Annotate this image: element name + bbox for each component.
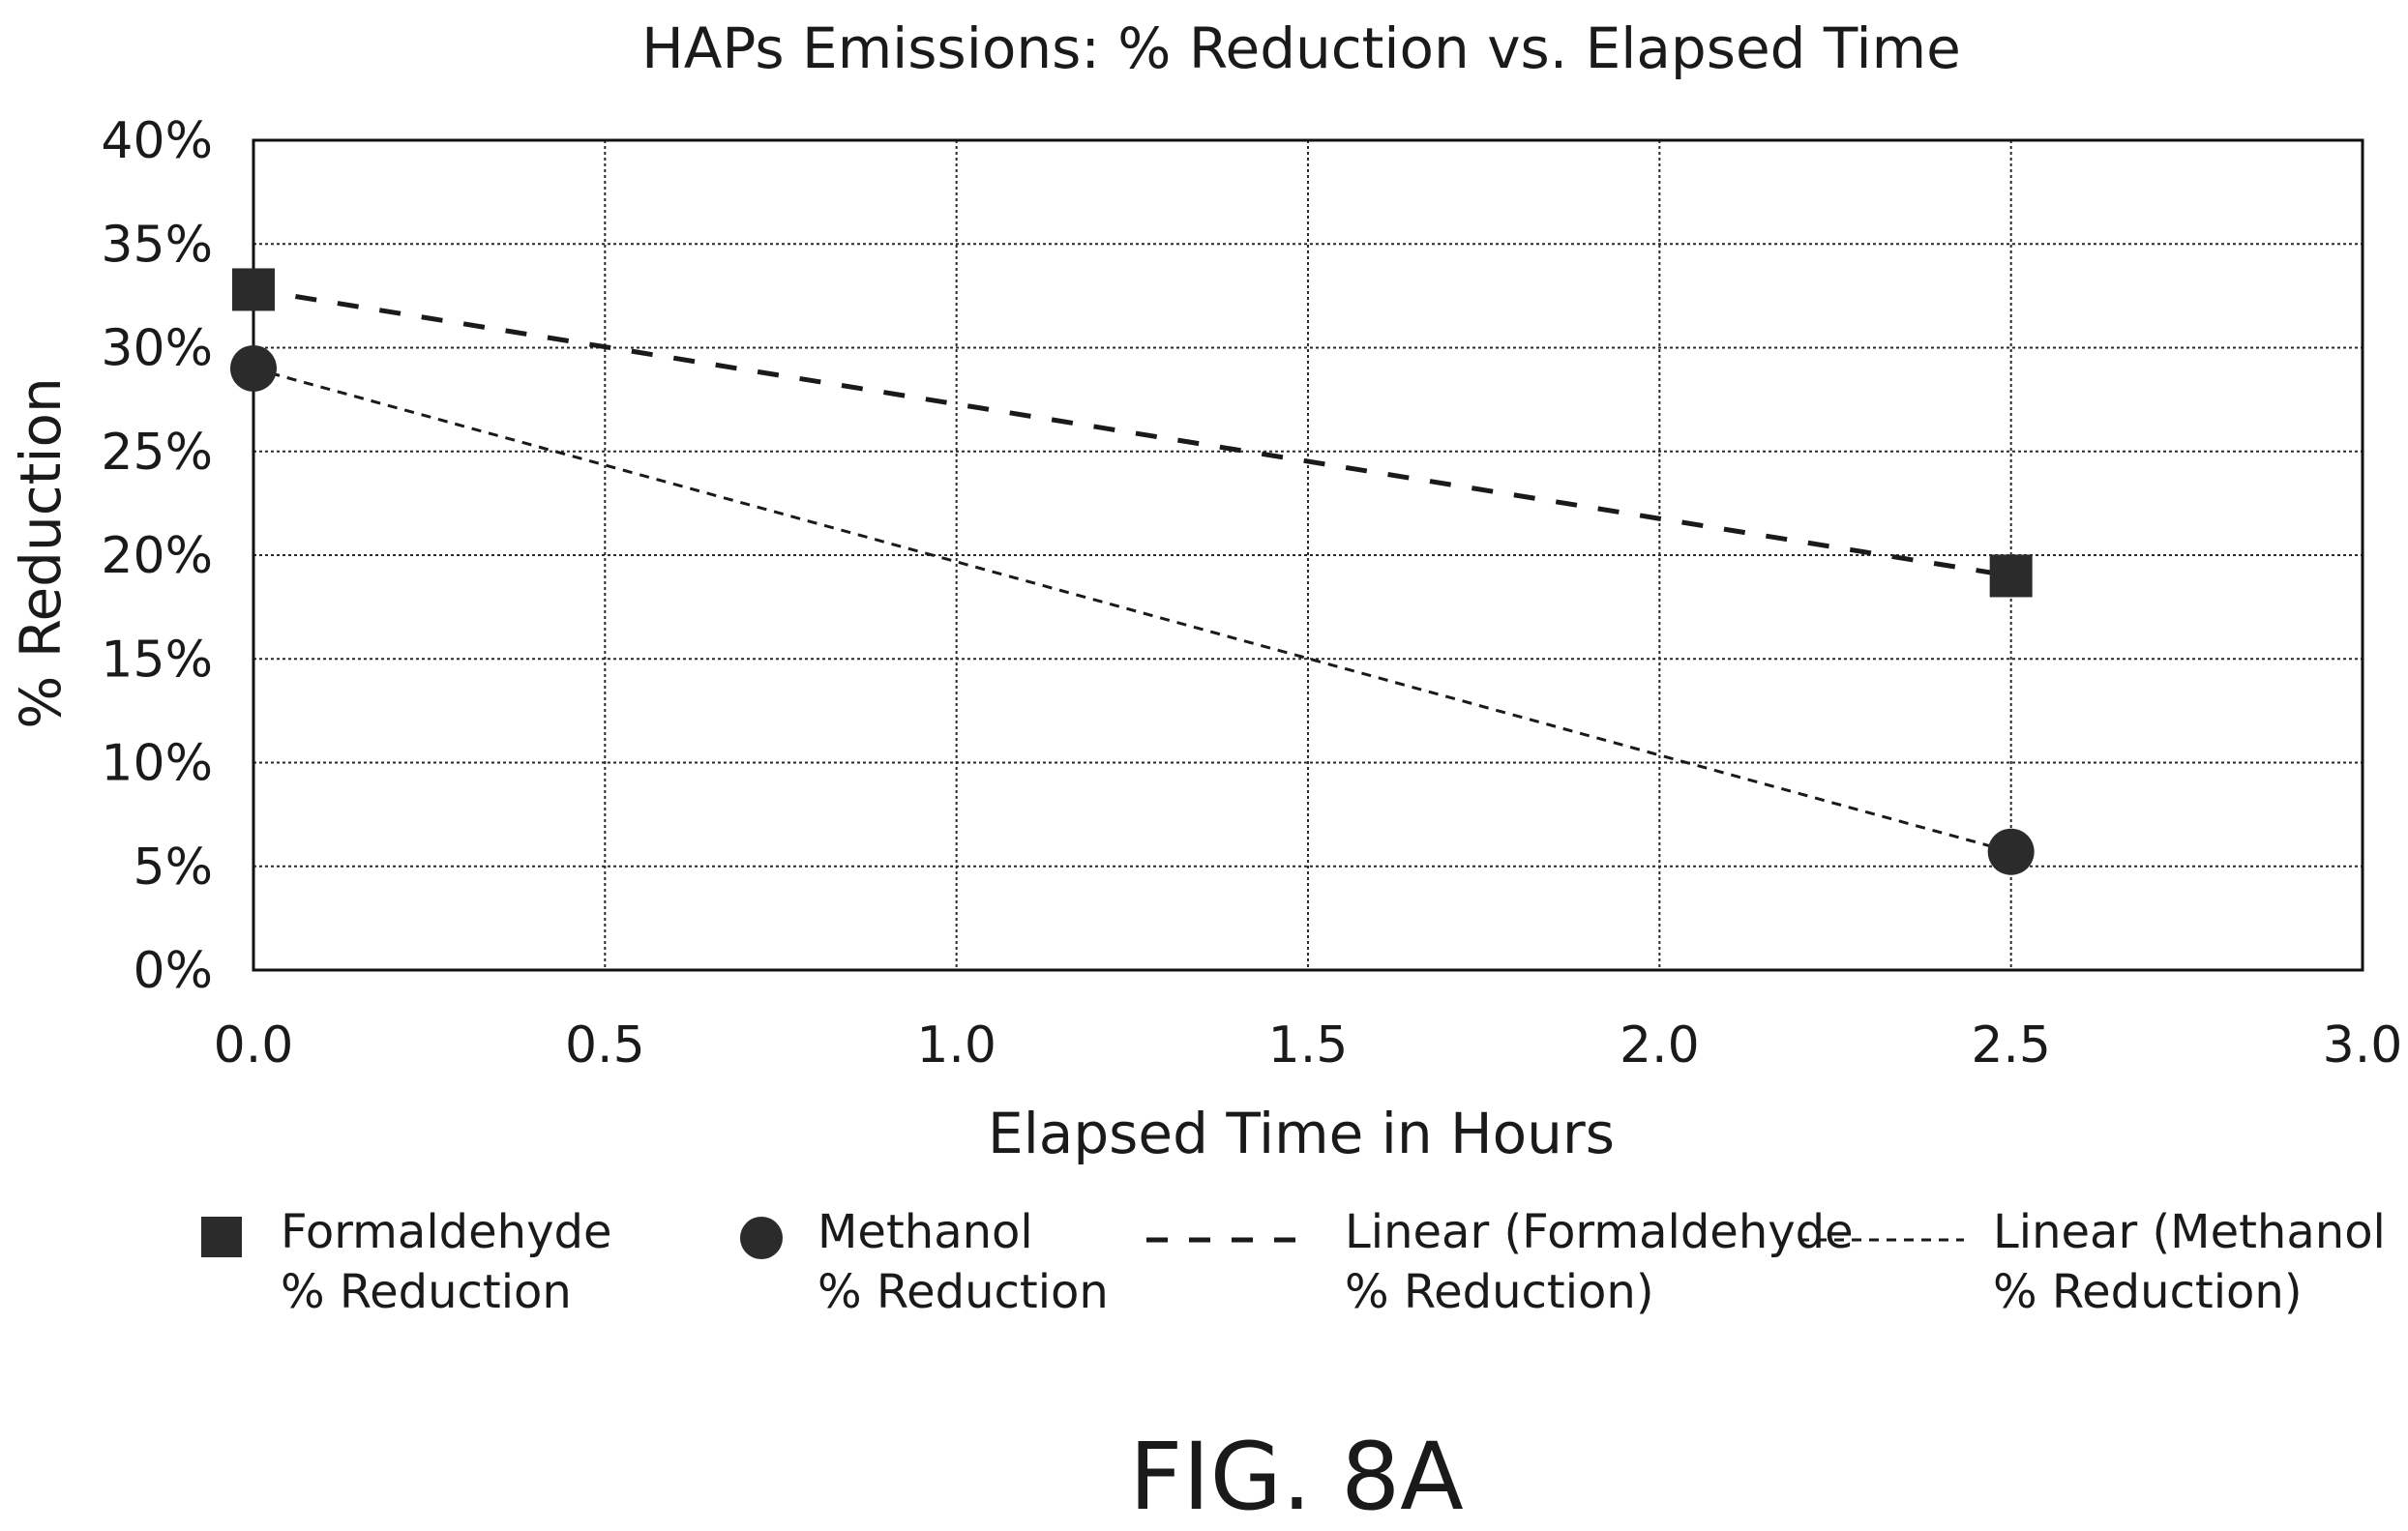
legend-label: % Reduction [281,1265,572,1319]
trendline-0 [253,286,2012,578]
figure-label: FIG. 8A [1129,1423,1464,1531]
x-tick-label: 0.5 [565,1016,645,1075]
x-axis-label: Elapsed Time in Hours [988,1101,1615,1166]
x-tick-label: 3.0 [2323,1016,2403,1075]
chart-title: HAPs Emissions: % Reduction vs. Elapsed … [641,15,1961,81]
grid-lines [253,139,2363,971]
tick-labels: 0.0 0.5 1.0 1.5 2.0 2.5 3.0 0% 5% 10% 15% 20% 25% 30%… [101,112,2402,1075]
legend-label: Formaldehyde [281,1205,612,1259]
x-tick-label: 2.0 [1620,1016,1700,1075]
x-tick-label: 2.5 [1971,1016,2051,1075]
y-tick-label: 30% [101,320,213,378]
trendline-1 [253,367,2012,854]
y-tick-label: 10% [101,735,213,793]
legend-label: % Reduction [818,1265,1109,1319]
y-tick-label: 40% [101,112,213,170]
legend-item: Linear (Formaldehyde % Reduction) [1146,1205,1854,1319]
y-tick-label: 15% [101,631,213,689]
legend-label: % Reduction) [1993,1265,2303,1319]
legend-item: Linear (Methanol % Reduction) [1799,1205,2386,1319]
y-tick-label: 20% [101,527,213,585]
square-marker [232,268,275,311]
legend-label: % Reduction) [1345,1265,1654,1319]
y-tick-label: 25% [101,424,213,482]
circle-marker [1987,828,2035,875]
square-marker [1989,554,2033,598]
plot-area [252,138,2364,972]
legend-circle-icon [740,1217,783,1259]
x-tick-label: 1.5 [1268,1016,1349,1075]
legend-label: Methanol [818,1205,1033,1259]
x-tick-label: 1.0 [916,1016,996,1075]
circle-marker [230,344,277,392]
y-tick-label: 35% [101,216,213,274]
y-tick-label: 5% [134,839,214,897]
legend-item: Methanol % Reduction [740,1205,1109,1319]
legend-label: Linear (Methanol [1993,1205,2386,1259]
data-series [230,268,2035,875]
legend-square-icon [201,1217,242,1257]
x-tick-label: 0.0 [214,1016,294,1075]
legend-label: Linear (Formaldehyde [1345,1205,1854,1259]
legend: Formaldehyde % Reduction Methanol % Reducti… [201,1205,2386,1319]
y-tick-label: 0% [134,942,214,1000]
legend-item: Formaldehyde % Reduction [201,1205,612,1319]
y-axis-label: % Reduction [8,377,74,729]
